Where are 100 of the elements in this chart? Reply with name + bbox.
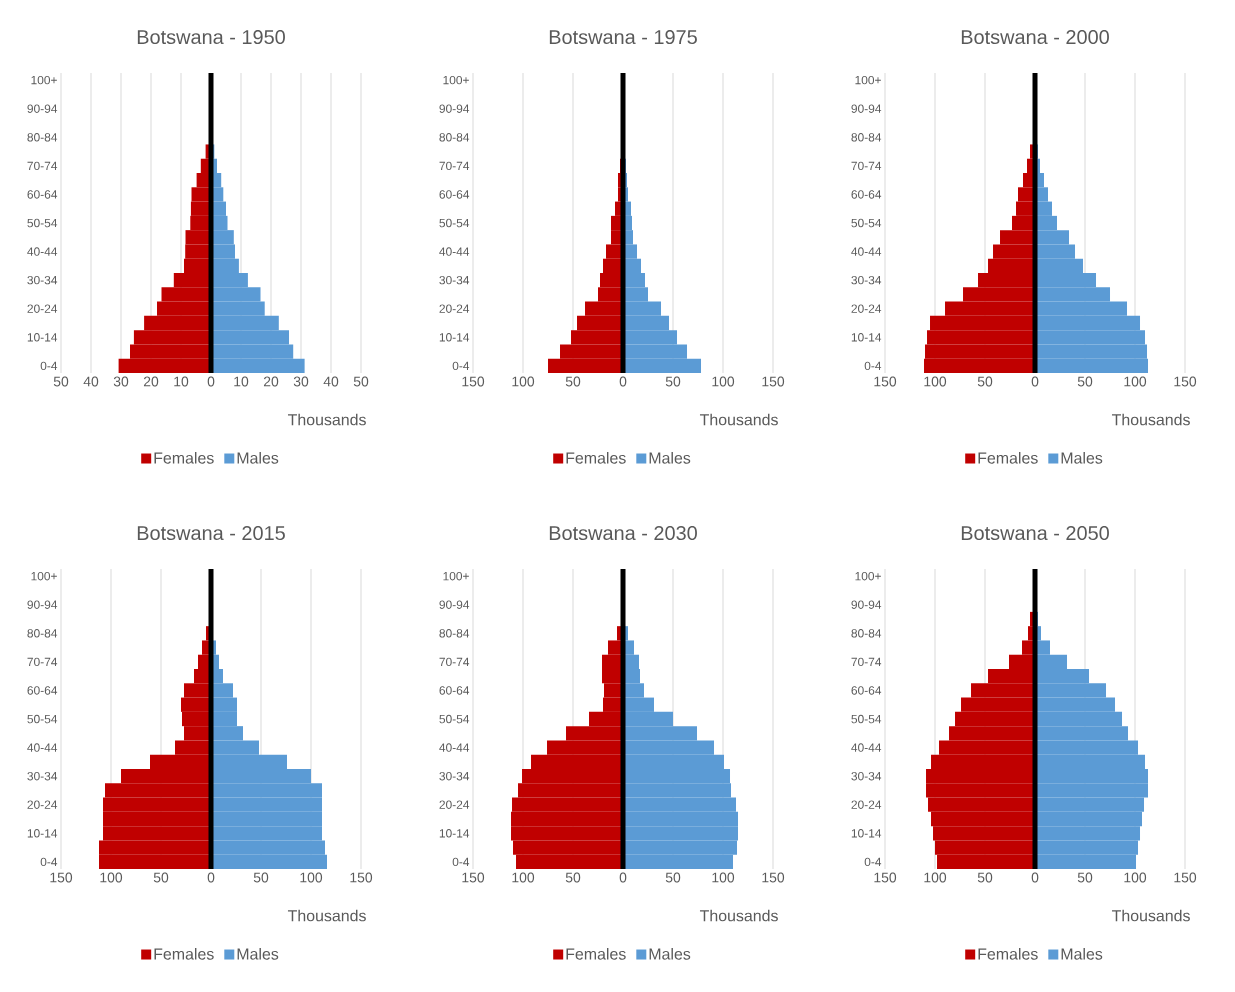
x-tick-label: 100 <box>924 872 947 883</box>
y-tick-label: 90-94 <box>27 104 58 113</box>
x-tick-label: 30 <box>293 376 309 387</box>
y-tick-label: 40-44 <box>439 247 470 256</box>
y-tick-label: 90-94 <box>851 104 882 113</box>
y-tick-label: 20-24 <box>27 304 58 313</box>
chart-title: Botswana - 2000 <box>961 29 1109 45</box>
y-tick-label: 50-54 <box>439 714 470 724</box>
y-tick-label: 80-84 <box>851 629 882 638</box>
legend-label: Males <box>1061 451 1103 464</box>
y-tick-label: 80-84 <box>439 629 470 638</box>
x-tick-label: 0 <box>207 376 215 387</box>
x-tick-label: 0 <box>207 872 215 883</box>
y-tick-label: 40-44 <box>439 743 470 752</box>
y-tick-label: 70-74 <box>439 657 470 667</box>
x-tick-label: 150 <box>762 376 785 387</box>
x-tick-label: 50 <box>353 376 369 387</box>
x-axis-title: Thousands <box>1111 413 1190 426</box>
x-tick-label: 50 <box>1077 376 1093 387</box>
y-tick-label: 20-24 <box>439 304 470 313</box>
y-tick-label: 60-64 <box>439 686 470 695</box>
y-tick-label: 100+ <box>31 571 57 581</box>
y-tick-label: 30-34 <box>439 771 470 781</box>
y-tick-label: 50-54 <box>439 218 470 228</box>
chart-title: Botswana - 1975 <box>549 29 697 45</box>
y-tick-label: 90-94 <box>851 600 882 609</box>
y-tick-label: 10-14 <box>439 333 470 342</box>
y-tick-label: 70-74 <box>27 161 58 171</box>
y-tick-label: 30-34 <box>27 275 58 285</box>
legend-label: Females <box>154 451 214 464</box>
y-tick-label: 90-94 <box>439 104 470 113</box>
y-tick-label: 0-4 <box>452 361 470 371</box>
x-tick-label: 100 <box>512 872 535 883</box>
legend-label: Males <box>649 948 691 960</box>
x-tick-label: 150 <box>874 376 897 387</box>
y-tick-label: 40-44 <box>851 247 882 256</box>
y-tick-label: 0-4 <box>452 857 470 867</box>
x-tick-label: 50 <box>665 376 681 387</box>
y-tick-label: 10-14 <box>851 829 882 838</box>
y-tick-label: 90-94 <box>439 600 470 609</box>
x-tick-label: 150 <box>1174 376 1197 387</box>
x-tick-label: 100 <box>300 872 323 883</box>
y-tick-label: 70-74 <box>851 161 882 171</box>
legend-label: Females <box>978 948 1038 960</box>
y-tick-label: 100+ <box>31 75 57 85</box>
chart-title: Botswana - 2050 <box>961 525 1109 541</box>
y-tick-label: 20-24 <box>851 800 882 809</box>
x-tick-label: 100 <box>1124 872 1147 883</box>
x-tick-label: 50 <box>153 872 169 883</box>
x-tick-label: 40 <box>83 376 99 387</box>
y-tick-label: 30-34 <box>27 771 58 781</box>
x-tick-label: 20 <box>263 376 279 387</box>
y-tick-label: 80-84 <box>439 133 470 142</box>
x-tick-label: 100 <box>924 376 947 387</box>
y-tick-label: 20-24 <box>27 800 58 809</box>
x-tick-label: 100 <box>100 872 123 883</box>
y-tick-label: 50-54 <box>27 714 58 724</box>
y-tick-label: 30-34 <box>439 275 470 285</box>
x-tick-label: 30 <box>113 376 129 387</box>
y-tick-label: 40-44 <box>27 247 58 256</box>
legend-label: Males <box>237 451 279 464</box>
x-tick-label: 0 <box>1031 376 1039 387</box>
y-tick-label: 50-54 <box>851 218 882 228</box>
chart-title: Botswana - 1950 <box>137 29 285 45</box>
x-tick-label: 150 <box>350 872 373 883</box>
x-axis-title: Thousands <box>287 909 366 922</box>
legend-label: Females <box>154 948 214 960</box>
x-tick-label: 0 <box>619 376 627 387</box>
x-tick-label: 100 <box>1124 376 1147 387</box>
legend-label: Males <box>649 451 691 464</box>
y-tick-label: 80-84 <box>27 133 58 142</box>
x-tick-label: 50 <box>53 376 69 387</box>
x-tick-label: 150 <box>1174 872 1197 883</box>
legend-label: Males <box>237 948 279 960</box>
legend-label: Females <box>566 451 626 464</box>
x-axis-title: Thousands <box>1111 909 1190 922</box>
x-tick-label: 100 <box>712 872 735 883</box>
y-tick-label: 80-84 <box>851 133 882 142</box>
y-tick-label: 70-74 <box>439 161 470 171</box>
x-axis-title: Thousands <box>287 413 366 426</box>
x-tick-label: 150 <box>462 872 485 883</box>
x-tick-label: 100 <box>712 376 735 387</box>
x-tick-label: 0 <box>1031 872 1039 883</box>
x-tick-label: 50 <box>977 376 993 387</box>
x-tick-label: 50 <box>565 872 581 883</box>
x-tick-label: 150 <box>874 872 897 883</box>
legend-label: Males <box>1061 948 1103 960</box>
y-tick-label: 100+ <box>855 571 881 581</box>
x-tick-label: 50 <box>1077 872 1093 883</box>
y-tick-label: 40-44 <box>851 743 882 752</box>
y-tick-label: 50-54 <box>851 714 882 724</box>
y-tick-label: 100+ <box>855 75 881 85</box>
y-tick-label: 30-34 <box>851 275 882 285</box>
y-tick-label: 70-74 <box>27 657 58 667</box>
y-tick-label: 60-64 <box>27 190 58 199</box>
y-tick-label: 40-44 <box>27 743 58 752</box>
x-tick-label: 150 <box>462 376 485 387</box>
x-tick-label: 150 <box>50 872 73 883</box>
y-tick-label: 80-84 <box>27 629 58 638</box>
y-tick-label: 100+ <box>443 571 469 581</box>
